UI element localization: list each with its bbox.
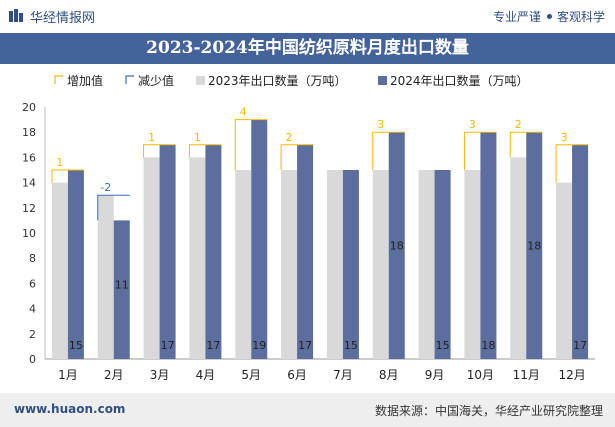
bar-2024 xyxy=(526,132,543,359)
top-bar: 华经情报网 专业严谨 客观科学 xyxy=(0,0,615,32)
bar-2024 xyxy=(480,132,497,359)
bar-2023 xyxy=(418,170,435,359)
bar-2023 xyxy=(51,182,68,359)
tag-right: 客观科学 xyxy=(556,10,605,24)
bar-2023 xyxy=(143,157,160,359)
x-tick-label: 10月 xyxy=(467,368,494,382)
value-label-2024: 18 xyxy=(390,240,404,253)
bar-2024 xyxy=(388,132,405,359)
y-tick-label: 20 xyxy=(22,101,36,114)
decrease-bracket xyxy=(97,194,130,221)
value-label-2024: 11 xyxy=(115,278,129,291)
increase-bracket xyxy=(280,144,314,170)
bar-2023 xyxy=(97,195,114,359)
bar-2024 xyxy=(113,220,130,359)
bar-2024 xyxy=(434,170,451,359)
legend-swatch xyxy=(196,76,205,85)
bar-2023 xyxy=(235,170,252,359)
value-label-2024: 15 xyxy=(69,339,83,352)
change-label: 2 xyxy=(515,118,522,131)
x-tick-label: 3月 xyxy=(150,368,170,382)
y-tick-label: 8 xyxy=(29,252,36,265)
bar-2024 xyxy=(572,144,589,359)
increase-bracket xyxy=(51,169,84,183)
legend-marker xyxy=(54,75,63,84)
increase-bracket xyxy=(372,131,405,170)
y-tick-label: 18 xyxy=(22,126,36,139)
y-tick-label: 2 xyxy=(29,328,36,341)
value-label-2024: 17 xyxy=(161,339,175,352)
change-label: -2 xyxy=(100,181,111,194)
value-label-2024: 17 xyxy=(298,339,312,352)
brand-name: 华经情报网 xyxy=(30,11,96,26)
bar-2023 xyxy=(372,170,389,359)
y-tick-label: 16 xyxy=(22,151,36,164)
y-tick-label: 4 xyxy=(29,303,36,316)
change-label: 1 xyxy=(56,156,63,169)
bar-2024 xyxy=(67,170,84,359)
logo-icon xyxy=(9,9,23,22)
footer: www.huaon.com 数据来源：中国海关，华经产业研究院整理 xyxy=(0,393,615,427)
legend-marker xyxy=(125,75,134,84)
legend-label: 2023年出口数量（万吨） xyxy=(208,73,347,88)
legend-label: 减少值 xyxy=(138,73,174,88)
x-tick-label: 12月 xyxy=(558,368,585,382)
bar-2024 xyxy=(159,144,176,359)
bar-chart: 增加值 减少值 2023年出口数量（万吨） 2024年出口数量（万吨） 0 2 4 6 8 10 1… xyxy=(22,73,595,382)
x-tick-label: 4月 xyxy=(196,368,216,382)
value-label-2024: 19 xyxy=(252,339,266,352)
x-tick-label: 2月 xyxy=(104,368,124,382)
bar-2023 xyxy=(189,157,206,359)
bar-2024 xyxy=(205,144,222,359)
legend-label: 2024年出口数量（万吨） xyxy=(390,73,529,88)
bar-2024 xyxy=(251,119,268,359)
x-tick-label: 5月 xyxy=(241,368,261,382)
bar-2023 xyxy=(326,170,343,359)
bar-2023 xyxy=(556,182,573,359)
y-tick-label: 12 xyxy=(22,202,36,215)
change-label: 2 xyxy=(286,131,293,144)
legend-label: 增加值 xyxy=(67,73,103,88)
change-label: 3 xyxy=(469,118,476,131)
x-tick-label: 1月 xyxy=(58,368,78,382)
x-tick-label: 11月 xyxy=(513,368,540,382)
increase-bracket xyxy=(509,131,543,158)
increase-bracket xyxy=(234,119,268,170)
tagline: 专业严谨 客观科学 xyxy=(493,8,605,25)
y-tick-label: 6 xyxy=(29,277,36,290)
increase-bracket xyxy=(143,144,176,158)
legend-swatch xyxy=(378,76,387,85)
change-label: 1 xyxy=(148,131,155,144)
x-tick-label: 8月 xyxy=(379,368,399,382)
y-tick-label: 14 xyxy=(22,177,36,190)
bar-2024 xyxy=(297,144,314,359)
tag-left: 专业严谨 xyxy=(492,10,541,24)
bar-2023 xyxy=(510,157,527,359)
bar-2023 xyxy=(464,170,481,359)
x-tick-label: 9月 xyxy=(425,368,445,382)
increase-bracket xyxy=(463,131,497,170)
change-label: 1 xyxy=(194,131,201,144)
value-label-2024: 18 xyxy=(527,240,541,253)
increase-bracket xyxy=(188,144,222,158)
increase-bracket xyxy=(555,144,589,183)
site-url: www.huaon.com xyxy=(14,402,126,416)
dot-separator xyxy=(546,14,552,19)
change-label: 3 xyxy=(377,118,384,131)
change-label: 4 xyxy=(240,106,247,119)
x-tick-label: 6月 xyxy=(287,368,307,382)
bar-2024 xyxy=(342,170,359,359)
chart-title: 2023-2024年中国纺织原料月度出口数量 xyxy=(0,33,615,64)
value-label-2024: 18 xyxy=(481,339,495,352)
x-tick-label: 7月 xyxy=(333,368,353,382)
y-tick-label: 10 xyxy=(22,227,36,240)
data-source: 数据来源：中国海关，华经产业研究院整理 xyxy=(374,404,603,418)
change-label: 3 xyxy=(561,131,568,144)
value-label-2024: 15 xyxy=(344,339,358,352)
value-label-2024: 17 xyxy=(573,339,587,352)
bar-2023 xyxy=(281,170,298,359)
value-label-2024: 15 xyxy=(436,339,450,352)
y-tick-label: 0 xyxy=(29,353,36,366)
value-label-2024: 17 xyxy=(206,339,220,352)
